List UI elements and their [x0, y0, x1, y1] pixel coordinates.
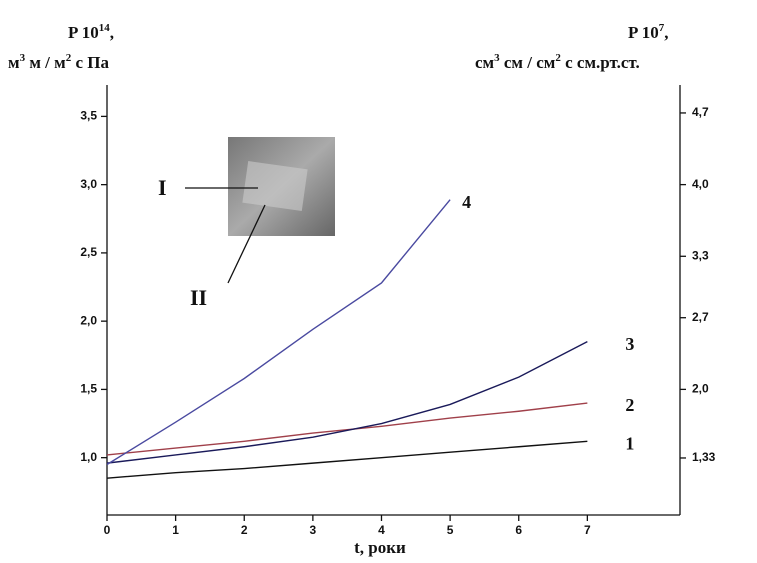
x-tick-label: 0: [104, 523, 111, 537]
x-tick-label: 4: [378, 523, 385, 537]
y-tick-label: 1,0: [80, 450, 97, 464]
series-label: 4: [462, 192, 471, 212]
series-line: [106, 199, 451, 466]
y-tick-label: 2,5: [80, 245, 97, 259]
y2-tick-label: 1,33: [692, 450, 716, 464]
annotation: I: [158, 175, 167, 200]
y-tick-label: 3,5: [80, 109, 97, 123]
x-tick-label: 7: [584, 523, 591, 537]
series-label: 2: [625, 395, 634, 415]
series-label: 1: [625, 433, 634, 453]
y-label-line1: P 1014,: [68, 22, 114, 42]
y2-tick-label: 4,0: [692, 177, 709, 191]
series-line: [106, 341, 588, 464]
annotation: II: [190, 285, 207, 310]
x-label: t, роки: [354, 538, 406, 557]
y-tick-label: 2,0: [80, 313, 97, 327]
x-tick-label: 5: [447, 523, 454, 537]
y2-label-line1: P 107,: [628, 22, 668, 42]
series-line: [106, 440, 588, 479]
x-tick-label: 2: [241, 523, 248, 537]
y2-label-line2: см3 см / см2 с см.рт.ст.: [475, 52, 640, 72]
x-tick-label: 3: [310, 523, 317, 537]
x-tick-label: 6: [515, 523, 522, 537]
y-tick-label: 3,0: [80, 177, 97, 191]
annotation-pointer: [227, 204, 266, 284]
y2-tick-label: 4,7: [692, 105, 709, 119]
y-tick-label: 1,5: [80, 382, 97, 396]
y-label-line2: м3 м / м2 с Па: [8, 52, 110, 72]
y2-tick-label: 2,0: [692, 382, 709, 396]
y2-tick-label: 3,3: [692, 248, 709, 262]
inset-sample: [242, 161, 308, 211]
y2-tick-label: 2,7: [692, 310, 709, 324]
x-tick-label: 1: [172, 523, 179, 537]
series-label: 3: [625, 334, 634, 354]
